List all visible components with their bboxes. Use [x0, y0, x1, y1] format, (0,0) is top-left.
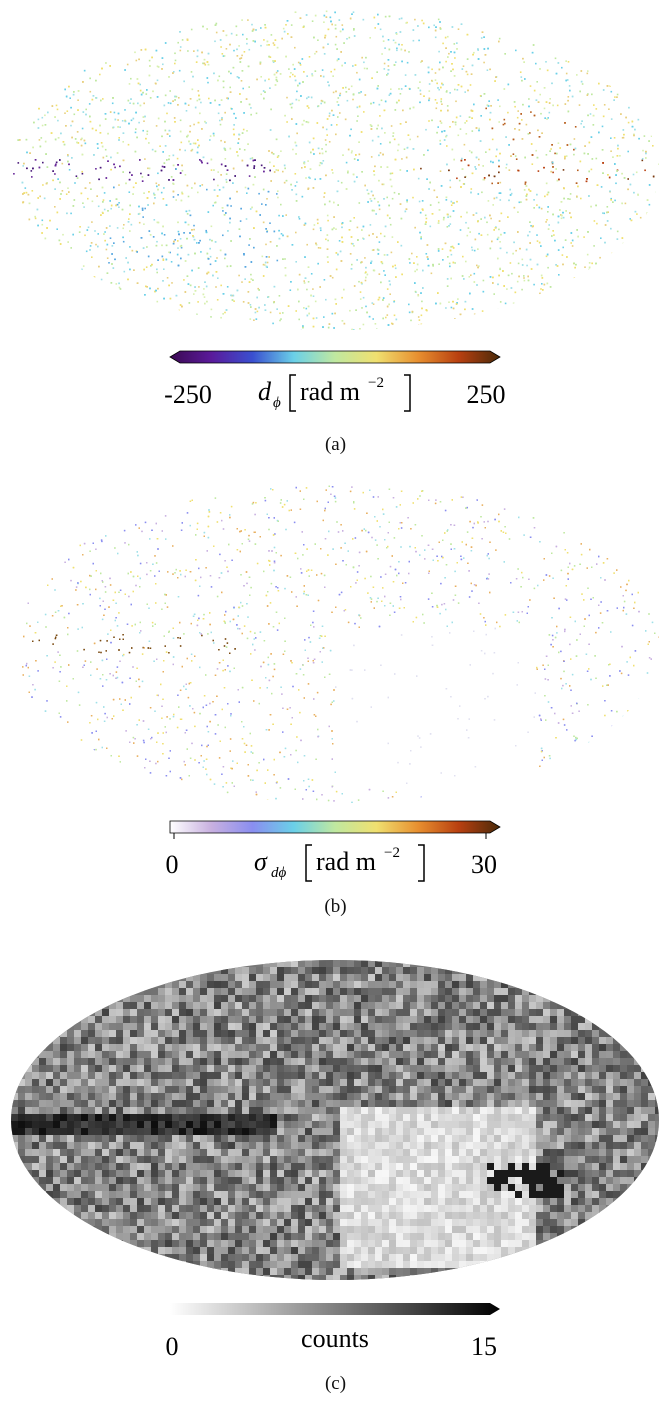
map-boundary	[11, 10, 659, 330]
colorbar-unit: rad m	[300, 377, 360, 406]
panel-a: -250 250 d ϕ rad m −2 (a)	[0, 0, 671, 470]
colorbar-b: 0 30 σ dϕ rad m −2	[166, 820, 501, 882]
colorbar-min-label: 0	[166, 850, 179, 879]
colorbar-unit-exp: −2	[384, 845, 400, 861]
sky-map-b	[11, 483, 659, 803]
colorbar-gradient	[170, 1303, 500, 1315]
panel-c: 0 counts 15 (c)	[0, 955, 671, 1407]
colorbar-min-label: -250	[164, 380, 212, 409]
caption-a: (a)	[324, 434, 347, 455]
colorbar-symbol: d	[258, 377, 272, 406]
colorbar-title: σ dϕ rad m −2	[254, 844, 425, 882]
panel-b: 0 30 σ dϕ rad m −2 (b)	[0, 480, 671, 950]
colorbar-min-label: 0	[166, 1332, 179, 1361]
colorbar-a: -250 250 d ϕ rad m −2	[164, 350, 506, 412]
colorbar-gradient	[169, 820, 501, 834]
colorbar-symbol: σ	[254, 847, 268, 876]
colorbar-title: d ϕ rad m −2	[258, 374, 411, 412]
caption-b: (b)	[324, 896, 347, 917]
colorbar-subscript: dϕ	[271, 865, 287, 881]
colorbar-unit-exp: −2	[368, 375, 384, 391]
sky-map-a	[11, 10, 659, 330]
colorbar-subscript: ϕ	[273, 395, 281, 411]
colorbar-c: 0 counts 15	[166, 1303, 500, 1361]
colorbar-max-label: 30	[471, 850, 497, 879]
colorbar-unit: rad m	[316, 847, 376, 876]
colorbar-gradient	[169, 350, 501, 364]
map-boundary	[11, 483, 659, 803]
colorbar-text: counts	[301, 1324, 369, 1353]
colorbar-max-label: 250	[467, 380, 506, 409]
colorbar-max-label: 15	[471, 1332, 497, 1361]
sky-map-c	[11, 960, 659, 1280]
caption-c: (c)	[324, 1373, 347, 1394]
